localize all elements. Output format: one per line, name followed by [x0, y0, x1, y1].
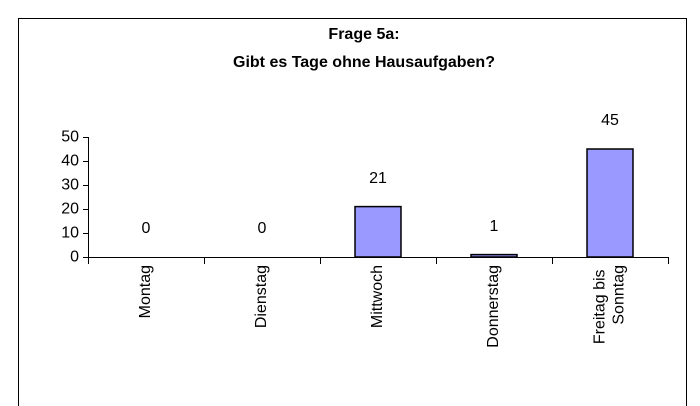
x-tick-label: Donnerstag: [485, 265, 502, 348]
bar: [586, 148, 634, 258]
value-label: 45: [601, 112, 619, 129]
chart-frame: [18, 18, 687, 406]
chart-title: Frage 5a:: [328, 26, 399, 43]
x-tick-label: Freitag bis Sonntag: [592, 265, 628, 344]
chart-subtitle: Gibt es Tage ohne Hausaufgaben?: [233, 54, 495, 71]
y-tick-label: 0: [70, 249, 79, 266]
x-tick-label: Montag: [137, 265, 154, 318]
value-label: 21: [369, 170, 387, 187]
value-label: 0: [258, 220, 267, 237]
y-tick-label: 50: [61, 129, 79, 146]
y-tick-label: 40: [61, 153, 79, 170]
value-label: 0: [142, 220, 151, 237]
y-tick-label: 30: [61, 177, 79, 194]
x-tick-label: Mittwoch: [369, 265, 386, 328]
bar: [470, 253, 518, 258]
y-tick-label: 10: [61, 225, 79, 242]
y-tick-label: 20: [61, 201, 79, 218]
value-label: 1: [490, 218, 499, 235]
bar: [354, 205, 402, 258]
x-tick-label: Dienstag: [253, 265, 270, 328]
